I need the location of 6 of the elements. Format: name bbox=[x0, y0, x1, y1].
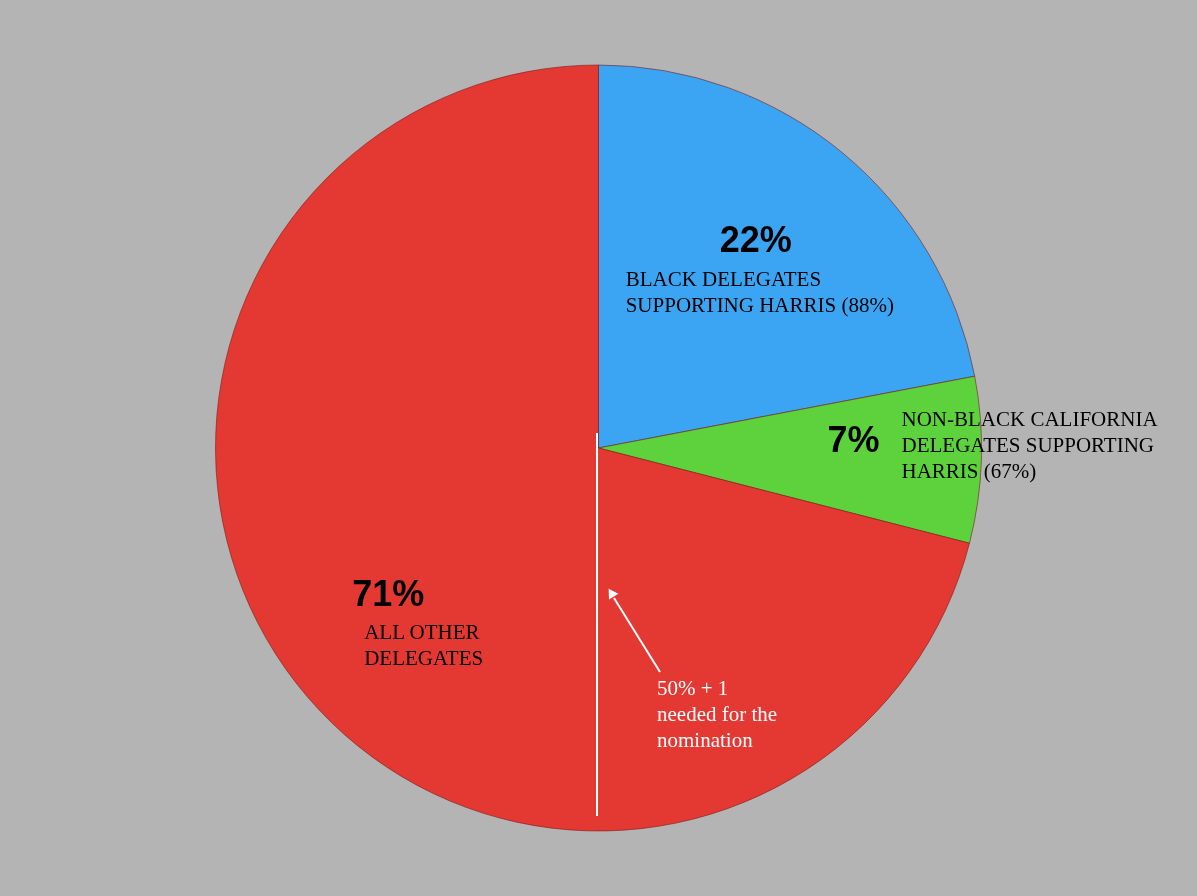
data-label: 7% bbox=[827, 419, 880, 461]
text: 50% + 1 needed for the nomination bbox=[657, 676, 778, 752]
data-label: 22% bbox=[719, 219, 792, 261]
data-label: 71% bbox=[352, 572, 425, 614]
slice-label: ALL OTHER DELEGATES bbox=[364, 619, 484, 670]
slice-label: BLACK DELEGATES SUPPORTING HARRIS (88%) bbox=[625, 267, 894, 318]
